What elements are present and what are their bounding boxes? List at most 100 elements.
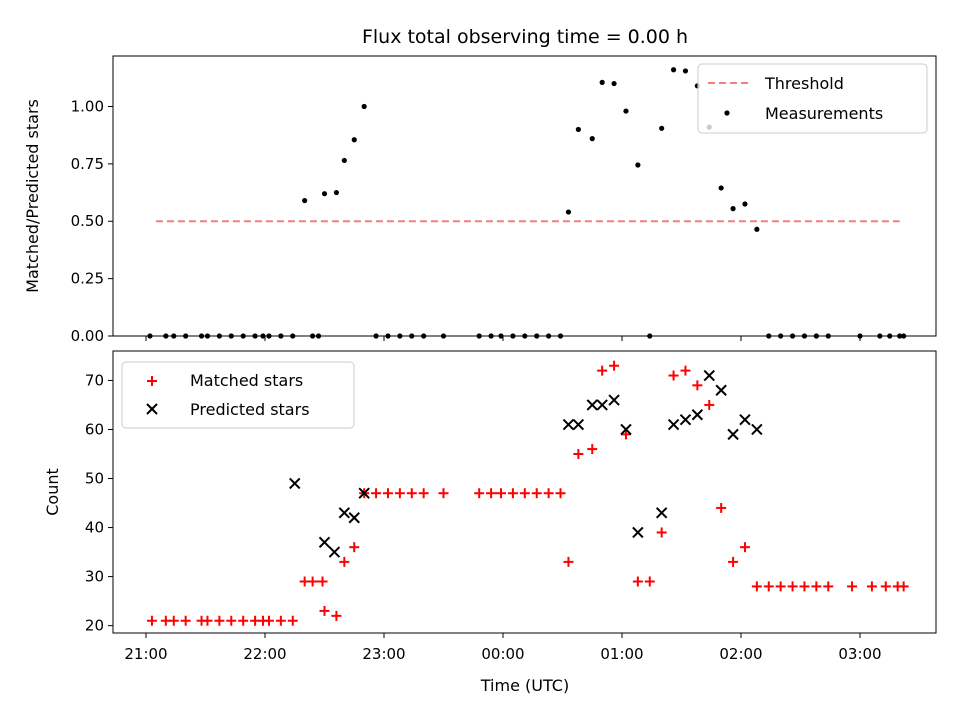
- predicted-star-point: [328, 546, 341, 558]
- predicted-star-point: [703, 369, 715, 382]
- matched-star-point: [728, 556, 739, 567]
- bottom-y-axis: 20 30 40 50 60 70: [85, 371, 113, 635]
- top-ytick-label: 0.50: [71, 212, 104, 230]
- predicted-star-point: [562, 418, 575, 431]
- top-ytick-label: 0.25: [71, 270, 104, 288]
- xtick-label: 21:00: [124, 645, 167, 663]
- measurement-point: [682, 68, 689, 74]
- matched-star-point: [609, 360, 620, 371]
- matched-star-point: [799, 581, 810, 592]
- chart-title: Flux total observing time = 0.00 h: [362, 26, 688, 48]
- matched-star-point: [275, 615, 286, 626]
- matched-star-point: [587, 444, 598, 455]
- matched-star-point: [704, 399, 715, 410]
- matched-star-point: [555, 488, 566, 499]
- predicted-star-point: [586, 399, 598, 411]
- predicted-star-point: [596, 399, 608, 411]
- legend-predicted-swatch: [146, 403, 158, 415]
- matched-star-point: [287, 615, 298, 626]
- bottom-ytick-label: 50: [85, 470, 104, 488]
- matched-star-point: [620, 429, 631, 440]
- matched-star-point: [474, 488, 485, 499]
- matched-star-point: [632, 576, 643, 587]
- predicted-star-point: [289, 477, 301, 490]
- top-ytick-label: 0.75: [71, 155, 104, 173]
- predicted-star-point: [358, 487, 370, 499]
- predicted-star-point: [572, 418, 585, 431]
- xtick-label: 23:00: [362, 645, 405, 663]
- top-y-axis: 0.00 0.25 0.50 0.75 1.00: [71, 97, 113, 345]
- matched-star-point: [531, 488, 542, 499]
- matched-star-point: [317, 576, 328, 587]
- predicted-star-point: [667, 418, 680, 431]
- matched-star-point: [263, 615, 274, 626]
- bottom-ytick-label: 70: [85, 371, 104, 389]
- predicted-star-point: [318, 536, 331, 548]
- matched-star-point: [307, 576, 318, 587]
- measurement-point: [599, 79, 605, 85]
- matched-star-point: [656, 527, 667, 538]
- xtick-label: 22:00: [243, 645, 286, 663]
- measurement-point: [623, 108, 629, 114]
- bottom-y-axis-label: Count: [43, 468, 62, 516]
- matched-star-point: [519, 488, 530, 499]
- matched-star-point: [716, 502, 727, 513]
- predicted-star-point: [679, 413, 692, 426]
- matched-star-point: [168, 615, 179, 626]
- measurement-point: [575, 126, 581, 133]
- bottom-ytick-label: 30: [85, 568, 104, 586]
- measurement-point: [361, 103, 367, 110]
- xtick-label: 00:00: [481, 645, 524, 663]
- predicted-star-point: [751, 423, 763, 436]
- matched-star-point: [739, 542, 750, 553]
- predicted-star-point: [620, 423, 632, 436]
- measurement-point: [565, 209, 572, 215]
- measurement-point: [659, 125, 665, 131]
- measurement-point: [754, 226, 760, 232]
- matched-star-point: [319, 605, 330, 616]
- x-axis-label: Time (UTC): [480, 676, 569, 695]
- matched-star-point: [486, 488, 497, 499]
- matched-star-point: [898, 581, 909, 592]
- bottom-plot-marks: [146, 360, 909, 626]
- matched-star-point: [418, 488, 429, 499]
- matched-star-point: [331, 610, 342, 621]
- matched-star-point: [180, 615, 191, 626]
- legend-matched-swatch: [147, 376, 157, 386]
- measurement-point: [635, 162, 641, 168]
- matched-star-point: [349, 542, 360, 553]
- matched-star-point: [668, 370, 679, 381]
- matched-star-point: [644, 576, 655, 587]
- predicted-star-point: [715, 384, 727, 396]
- matched-star-point: [680, 365, 691, 376]
- matched-star-point: [496, 488, 507, 499]
- bottom-ytick-label: 40: [85, 519, 104, 537]
- predicted-star-point: [655, 507, 668, 519]
- matched-star-point: [847, 581, 858, 592]
- matched-star-point: [775, 581, 786, 592]
- measurement-point: [351, 137, 357, 143]
- matched-star-point: [563, 556, 574, 567]
- matched-star-point: [226, 615, 237, 626]
- predicted-star-point: [727, 428, 739, 441]
- legend-matched-label: Matched stars: [190, 371, 303, 390]
- predicted-star-point: [632, 526, 644, 539]
- matched-star-point: [339, 556, 350, 567]
- predicted-star-point: [338, 507, 351, 519]
- matched-star-point: [382, 488, 393, 499]
- predicted-star-point: [348, 512, 360, 524]
- measurement-point: [321, 191, 328, 197]
- matched-star-point: [692, 380, 703, 391]
- matched-star-point: [146, 615, 157, 626]
- matched-star-point: [763, 581, 774, 592]
- legend-measurements-swatch: [724, 110, 730, 116]
- measurement-point: [742, 201, 748, 207]
- measurement-point: [670, 67, 677, 73]
- measurement-point: [341, 157, 347, 164]
- matched-star-point: [751, 581, 762, 592]
- matched-star-point: [394, 488, 405, 499]
- predicted-star-point: [739, 413, 751, 426]
- measurement-point: [302, 197, 308, 204]
- bottom-ytick-label: 60: [85, 420, 104, 438]
